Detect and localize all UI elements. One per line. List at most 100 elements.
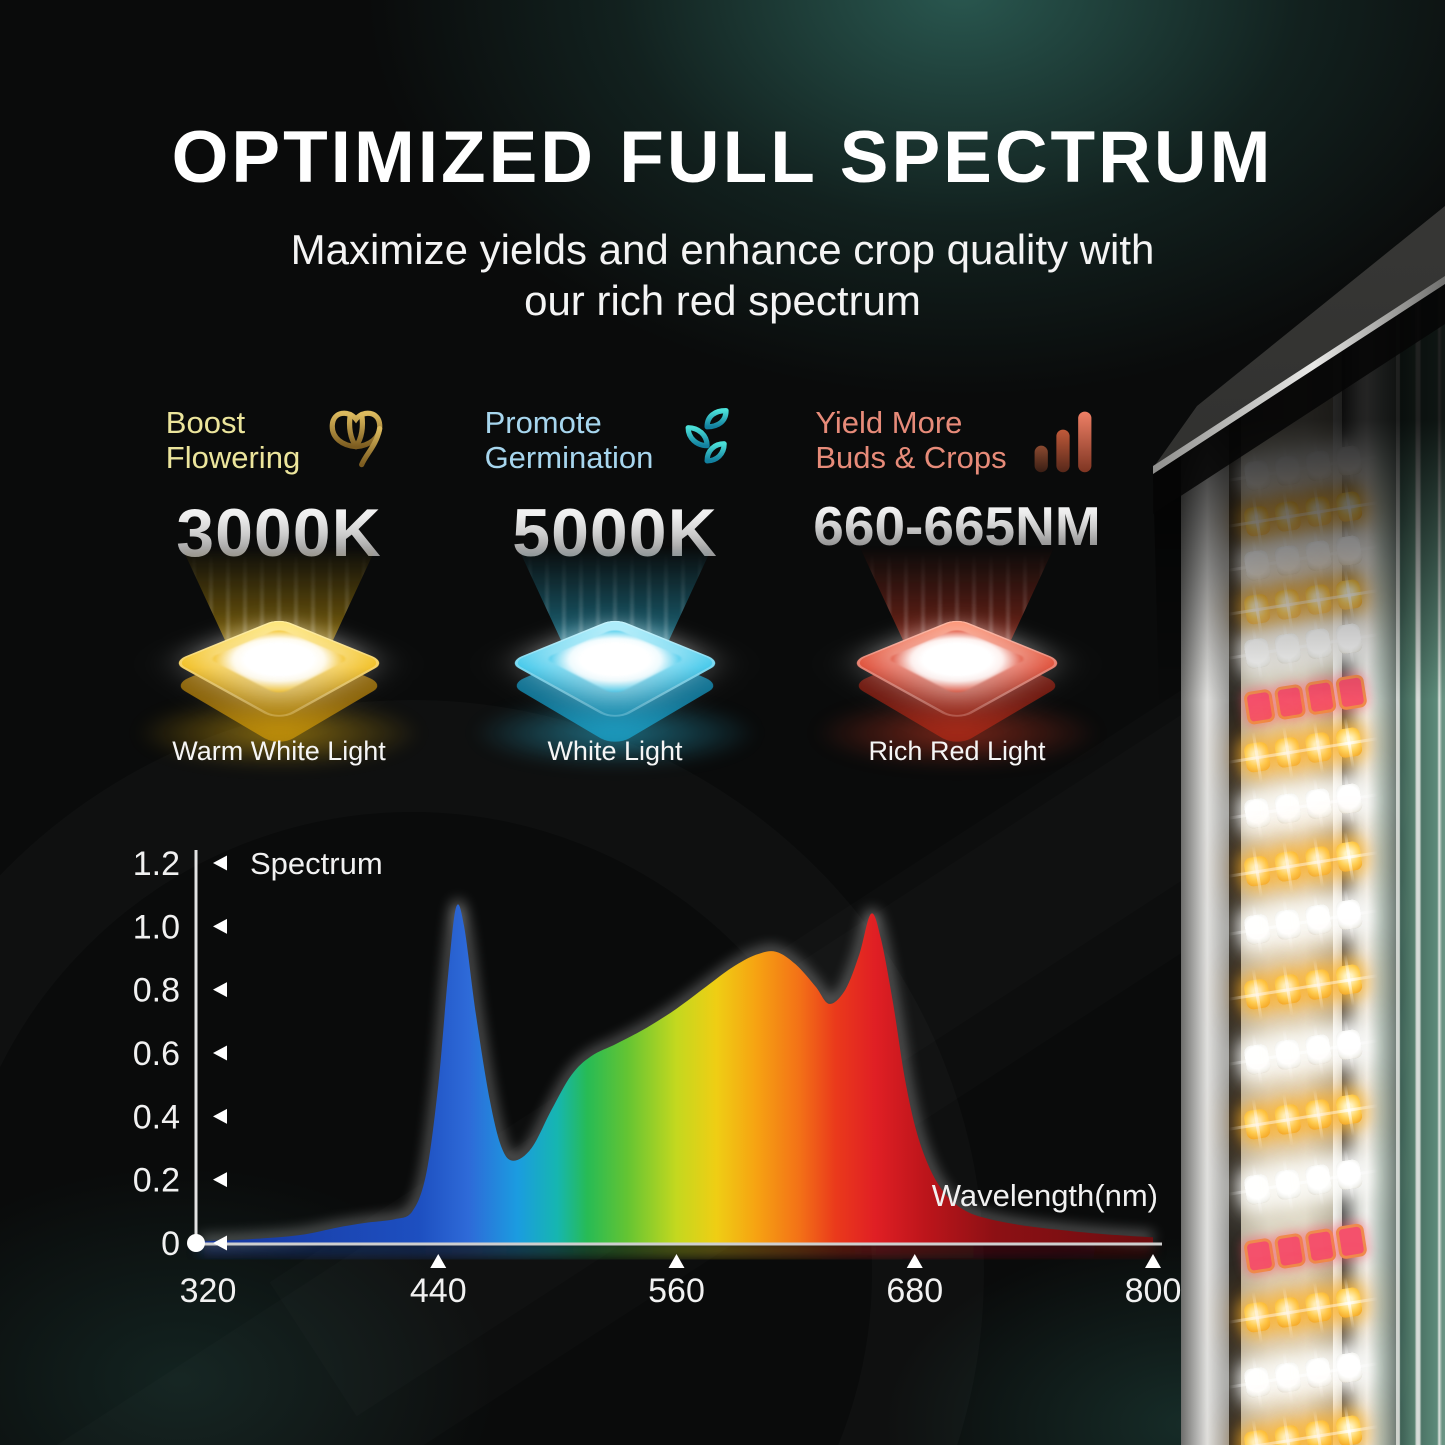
led-warm xyxy=(1273,1103,1302,1136)
background-teal-glow-bottom-left xyxy=(0,1165,500,1445)
led-red xyxy=(1243,1237,1276,1275)
chip-label: Rich Red Light xyxy=(868,736,1046,766)
led-red xyxy=(1273,683,1307,721)
heading-line: Yield More xyxy=(815,405,963,440)
led-white xyxy=(1304,1033,1333,1066)
curve-glow xyxy=(199,900,1154,1246)
x-axis-title: Wavelength(nm) xyxy=(932,1178,1158,1213)
y-tick-label: 0.2 xyxy=(133,1162,180,1200)
heading-line: Germination xyxy=(484,439,654,475)
led-warm xyxy=(1334,1093,1364,1126)
led-warm xyxy=(1334,963,1364,996)
led-red xyxy=(1243,688,1276,726)
led-white xyxy=(1273,1168,1302,1201)
y-tick-label: 1.0 xyxy=(133,908,180,946)
led-white xyxy=(1304,1163,1333,1196)
x-tick-label: 560 xyxy=(648,1272,705,1310)
y-tick-label: 0 xyxy=(161,1225,180,1263)
led-white xyxy=(1304,903,1333,936)
led-white xyxy=(1304,539,1333,572)
led-bar-body xyxy=(1153,282,1445,1445)
led-white xyxy=(1273,454,1302,487)
led-white xyxy=(1273,792,1302,825)
led-white xyxy=(1334,782,1364,815)
led-white xyxy=(1304,1356,1333,1389)
led-warm xyxy=(1304,968,1333,1001)
led-light-bar xyxy=(1153,0,1445,1445)
y-tick-marker xyxy=(213,1235,227,1251)
x-tick-label: 680 xyxy=(886,1272,943,1310)
led-red xyxy=(1304,678,1338,716)
led-white xyxy=(1334,898,1364,931)
led-chip-scene xyxy=(448,534,782,770)
y-tick-marker xyxy=(213,1045,227,1061)
feature-heading: Boost Flowering xyxy=(112,405,446,492)
led-white xyxy=(1243,1365,1272,1399)
bars-icon xyxy=(1034,411,1092,473)
feature-heading-text: Promote Germination xyxy=(484,405,654,475)
heading-line: Promote xyxy=(484,405,602,440)
heading-line: Buds & Crops xyxy=(815,439,1007,475)
led-warm xyxy=(1273,588,1302,621)
x-tick-label: 440 xyxy=(410,1272,467,1310)
led-white xyxy=(1243,1042,1272,1076)
led-white xyxy=(1243,548,1272,582)
x-tick-label: 320 xyxy=(180,1272,237,1310)
led-white xyxy=(1273,908,1302,941)
y-tick-label: 1.2 xyxy=(133,845,180,883)
origin-dot xyxy=(187,1234,205,1252)
feature-yield-more: Yield More Buds & Crops 660-665NM xyxy=(790,405,1124,836)
led-warm xyxy=(1334,1286,1364,1319)
feature-heading-text: Boost Flowering xyxy=(165,405,301,475)
led-warm xyxy=(1243,592,1272,626)
heading-line: Flowering xyxy=(165,439,301,475)
tulip-icon xyxy=(329,410,383,468)
feature-heading: Promote Germination xyxy=(448,405,782,492)
led-warm xyxy=(1334,578,1364,611)
led-warm xyxy=(1273,736,1302,769)
led-chip-scene xyxy=(112,534,446,770)
y-tick-marker xyxy=(213,855,227,871)
led-warm xyxy=(1273,1296,1302,1329)
led-white xyxy=(1243,458,1272,492)
page-subtitle: Maximize yields and enhance crop quality… xyxy=(120,224,1325,326)
feature-boost-flowering: Boost Flowering 3000K xyxy=(112,405,446,836)
led-warm xyxy=(1273,850,1302,883)
subtitle-line-2: our rich red spectrum xyxy=(524,277,921,325)
y-tick-label: 0.6 xyxy=(133,1035,180,1073)
led-white xyxy=(1334,1351,1364,1384)
led-white xyxy=(1273,544,1302,577)
led-warm xyxy=(1273,973,1302,1006)
led-warm xyxy=(1304,583,1333,616)
x-tick-marker xyxy=(668,1254,685,1268)
chip-label: White Light xyxy=(547,736,683,766)
y-tick-label: 0.4 xyxy=(133,1098,180,1136)
feature-heading: Yield More Buds & Crops xyxy=(790,405,1124,492)
feature-heading-text: Yield More Buds & Crops xyxy=(815,405,1007,475)
led-warm xyxy=(1334,1414,1364,1445)
sprout-icon xyxy=(685,408,730,473)
chip-label: Warm White Light xyxy=(172,736,386,766)
led-white xyxy=(1273,632,1302,665)
led-white xyxy=(1273,1038,1302,1071)
led-white xyxy=(1334,1158,1364,1191)
led-warm xyxy=(1243,1300,1272,1334)
led-warm xyxy=(1243,740,1272,774)
led-bar-gap xyxy=(1229,282,1241,1445)
led-white xyxy=(1334,534,1364,567)
led-warm xyxy=(1304,1098,1333,1131)
led-red xyxy=(1334,1222,1368,1260)
led-warm xyxy=(1304,1291,1333,1324)
x-tick-marker xyxy=(430,1254,447,1268)
axis-glow xyxy=(200,1245,1153,1254)
led-warm xyxy=(1243,854,1272,888)
subtitle-line-1: Maximize yields and enhance crop quality… xyxy=(290,226,1155,273)
led-warm xyxy=(1304,495,1333,528)
led-white xyxy=(1243,1172,1272,1206)
x-tick-marker xyxy=(906,1254,923,1268)
led-white xyxy=(1273,1361,1302,1394)
led-red xyxy=(1304,1227,1338,1265)
y-tick-label: 0.8 xyxy=(133,972,180,1010)
led-warm xyxy=(1273,1424,1302,1445)
